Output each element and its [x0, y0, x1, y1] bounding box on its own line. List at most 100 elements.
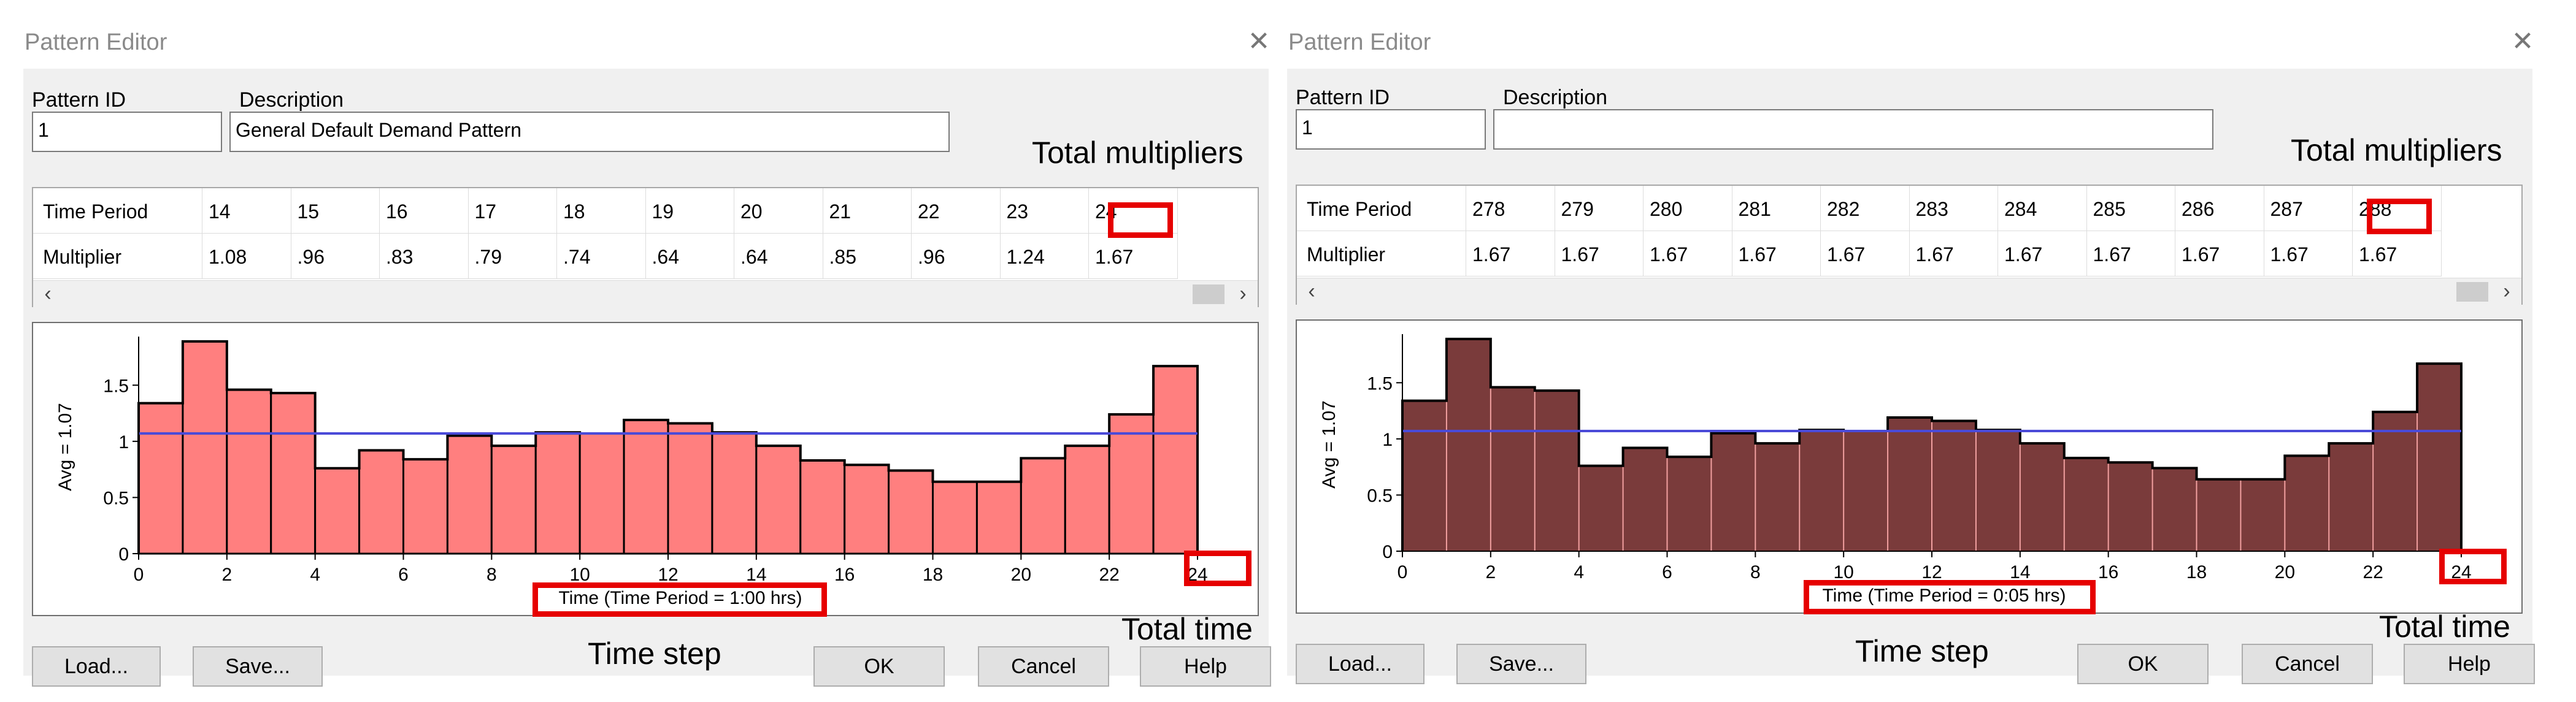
time-period-cell[interactable]: 279 [1555, 186, 1644, 231]
multiplier-cell[interactable]: 1.67 [1732, 231, 1821, 277]
scroll-right-icon[interactable]: › [2503, 280, 2510, 303]
y-axis-label: Avg = 1.07 [1319, 400, 1339, 489]
chart-bar [2417, 364, 2461, 551]
chart-bar [1975, 430, 2020, 551]
description-label: Description [239, 88, 344, 112]
load-button[interactable]: Load... [1296, 644, 1424, 684]
chart-bar [2152, 468, 2197, 551]
pattern-grid[interactable]: Time Period Multiplier 278 1.67 279 1.67 280… [1296, 185, 2523, 305]
chart-bar [182, 340, 228, 555]
description-input[interactable] [1493, 109, 2213, 150]
total-multipliers-annotation: Total multipliers [1032, 135, 1244, 170]
y-tick-label: 0 [1382, 542, 1393, 562]
x-tick-label: 0 [134, 565, 144, 585]
load-button[interactable]: Load... [32, 646, 161, 687]
chart-bar [1799, 430, 1844, 551]
help-button[interactable]: Help [2404, 644, 2535, 684]
description-input[interactable]: General Default Demand Pattern [229, 112, 950, 152]
pattern-id-input[interactable]: 1 [1296, 109, 1486, 150]
time-period-cell[interactable]: 286 [2175, 186, 2264, 231]
chart-bar [2329, 443, 2374, 551]
multiplier-cell[interactable]: 1.67 [2175, 231, 2264, 277]
multiplier-cell[interactable]: 1.67 [1644, 231, 1732, 277]
multiplier-header: Multiplier [1297, 231, 1466, 277]
multiplier-cell[interactable]: 1.67 [1466, 231, 1555, 277]
time-period-cell[interactable]: 283 [1909, 186, 1998, 231]
time-period-cell[interactable]: 17 [468, 188, 557, 234]
close-icon[interactable]: ✕ [2511, 26, 2534, 56]
multiplier-cell[interactable]: .85 [823, 234, 912, 279]
ok-button[interactable]: OK [2077, 644, 2209, 684]
multiplier-cell[interactable]: 1.67 [1909, 231, 1998, 277]
multiplier-cell[interactable]: .96 [912, 234, 1001, 279]
x-axis-label: Time (Time Period = 0:05 hrs) [1822, 586, 2066, 606]
y-tick-label: 1 [118, 432, 129, 452]
time-period-cell[interactable]: 280 [1644, 186, 1732, 231]
chart-bar [975, 481, 1022, 555]
multiplier-cell[interactable]: 1.67 [1998, 231, 2087, 277]
y-axis-label: Avg = 1.07 [55, 403, 75, 491]
chart-bar [2285, 456, 2329, 551]
annotation-box-total-multipliers [1108, 202, 1173, 238]
window-title: Pattern Editor [25, 29, 167, 55]
cancel-button[interactable]: Cancel [2242, 644, 2373, 684]
multiplier-cell[interactable]: .83 [380, 234, 469, 279]
pattern-grid[interactable]: Time Period Multiplier 14 1.08 15.96 16.83 1… [32, 187, 1259, 308]
time-period-cell[interactable]: 282 [1821, 186, 1910, 231]
time-period-cell[interactable]: 281 [1732, 186, 1821, 231]
help-button[interactable]: Help [1140, 646, 1271, 687]
time-period-cell[interactable]: 18 [557, 188, 646, 234]
y-tick-label: 0.5 [1367, 486, 1393, 506]
time-period-cell[interactable]: 287 [2264, 186, 2353, 231]
time-period-cell[interactable]: 22 [912, 188, 1001, 234]
time-period-cell[interactable]: 14 [202, 188, 291, 234]
chart-bar [446, 435, 493, 555]
multiplier-cell[interactable]: .96 [291, 234, 380, 279]
scroll-thumb[interactable] [1193, 284, 1225, 304]
multiplier-cell[interactable]: 1.08 [202, 234, 291, 279]
multiplier-cell[interactable]: .79 [468, 234, 557, 279]
multiplier-cell[interactable]: .64 [645, 234, 734, 279]
horizontal-scrollbar[interactable]: ‹ › [33, 280, 1258, 308]
cancel-button[interactable]: Cancel [978, 646, 1109, 687]
multiplier-cell[interactable]: 1.67 [2086, 231, 2175, 277]
time-period-cell[interactable]: 15 [291, 188, 380, 234]
chart-bar [2373, 411, 2418, 551]
scroll-left-icon[interactable]: ‹ [44, 282, 52, 305]
pattern-id-input[interactable]: 1 [32, 112, 222, 152]
chart-bar [667, 422, 713, 555]
total-multipliers-annotation: Total multipliers [2291, 133, 2502, 167]
time-period-cell[interactable]: 23 [1000, 188, 1089, 234]
multiplier-cell[interactable]: .74 [557, 234, 646, 279]
horizontal-scrollbar[interactable]: ‹ › [1297, 278, 2521, 305]
time-period-cell[interactable]: 21 [823, 188, 912, 234]
time-period-cell[interactable]: 285 [2086, 186, 2175, 231]
time-period-cell[interactable]: 20 [734, 188, 823, 234]
save-button[interactable]: Save... [193, 646, 323, 687]
multiplier-cell[interactable]: 1.67 [1089, 234, 1178, 279]
multiplier-cell[interactable]: 1.24 [1000, 234, 1089, 279]
multiplier-cell[interactable]: 1.67 [1821, 231, 1910, 277]
y-tick-label: 0.5 [103, 488, 129, 508]
chart-bar [2020, 443, 2064, 551]
time-period-cell[interactable]: 278 [1466, 186, 1555, 231]
scroll-left-icon[interactable]: ‹ [1308, 280, 1315, 303]
chart-bar [2108, 462, 2153, 551]
multiplier-cell[interactable]: .64 [734, 234, 823, 279]
close-icon[interactable]: ✕ [1247, 26, 1271, 56]
scroll-right-icon[interactable]: › [1239, 282, 1247, 305]
x-tick-label: 16 [834, 565, 855, 585]
save-button[interactable]: Save... [1456, 644, 1586, 684]
time-period-cell[interactable]: 16 [380, 188, 469, 234]
ok-button[interactable]: OK [813, 646, 945, 687]
chart-bar [137, 402, 184, 555]
x-tick-label: 22 [1099, 565, 1119, 585]
multiplier-cell[interactable]: 1.67 [2353, 231, 2442, 277]
chart-bar [1623, 448, 1667, 551]
multiplier-cell[interactable]: 1.67 [1555, 231, 1644, 277]
scroll-thumb[interactable] [2456, 282, 2488, 302]
chart-bar [579, 432, 625, 555]
time-period-cell[interactable]: 19 [645, 188, 734, 234]
multiplier-cell[interactable]: 1.67 [2264, 231, 2353, 277]
time-period-cell[interactable]: 284 [1998, 186, 2087, 231]
